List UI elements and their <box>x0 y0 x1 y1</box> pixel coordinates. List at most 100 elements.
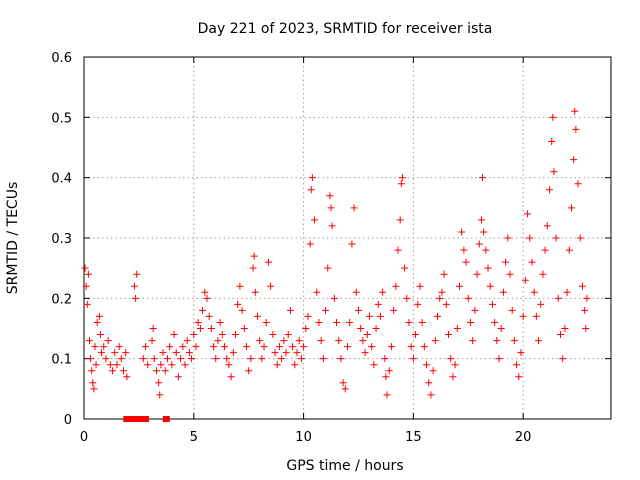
data-point <box>203 294 211 302</box>
data-point <box>330 294 338 302</box>
y-tick-label: 0.5 <box>51 111 72 126</box>
data-point <box>394 246 402 254</box>
data-point <box>361 349 369 357</box>
data-point <box>348 240 356 248</box>
data-point <box>155 379 163 387</box>
data-point <box>144 361 152 369</box>
data-point <box>526 234 534 242</box>
y-tick-label: 0.4 <box>51 172 72 187</box>
data-point <box>102 355 110 363</box>
data-point <box>561 325 569 332</box>
data-point <box>344 343 351 351</box>
data-point <box>306 240 314 248</box>
data-point <box>247 355 255 363</box>
data-point <box>387 343 395 351</box>
data-point <box>570 156 578 164</box>
data-point <box>357 325 365 332</box>
data-point <box>291 361 299 369</box>
data-point <box>449 373 457 381</box>
data-point <box>495 355 503 363</box>
data-point <box>250 252 258 260</box>
data-point <box>479 174 487 182</box>
data-point <box>346 318 354 326</box>
data-point <box>161 367 169 375</box>
data-point <box>407 343 415 351</box>
data-point <box>313 288 321 296</box>
data-point <box>82 282 90 290</box>
data-point <box>583 294 591 302</box>
data-point <box>339 379 347 387</box>
data-point <box>502 258 510 266</box>
data-point <box>445 331 453 339</box>
data-point <box>442 300 450 308</box>
data-point <box>440 270 448 278</box>
zero-data-point <box>126 416 134 422</box>
data-point <box>166 343 174 351</box>
data-point <box>273 361 281 369</box>
data-point <box>322 306 330 314</box>
data-point <box>98 349 106 357</box>
data-point <box>359 337 367 345</box>
y-tick-label: 0.6 <box>51 51 72 66</box>
data-point <box>398 174 406 182</box>
data-point <box>89 379 97 387</box>
data-point <box>262 318 270 326</box>
data-point <box>264 258 272 266</box>
data-point <box>396 216 404 224</box>
data-point <box>225 361 233 369</box>
data-point <box>477 216 485 224</box>
data-point <box>256 337 264 345</box>
data-point <box>150 355 158 363</box>
data-point <box>106 361 114 369</box>
data-point <box>133 270 141 278</box>
data-point <box>295 337 303 345</box>
y-tick-label: 0.1 <box>51 353 72 368</box>
data-point <box>563 288 571 296</box>
data-point <box>508 306 516 314</box>
data-point <box>245 367 253 375</box>
data-point <box>451 361 459 369</box>
data-point <box>552 234 560 242</box>
data-point <box>482 246 490 254</box>
data-point <box>185 349 193 357</box>
data-point <box>172 349 180 357</box>
data-point <box>414 300 422 308</box>
x-tick-label: 15 <box>405 430 422 445</box>
data-point <box>458 228 466 236</box>
data-point <box>363 331 371 339</box>
data-point <box>403 294 411 302</box>
data-point <box>327 204 335 212</box>
x-tick-label: 0 <box>80 430 88 445</box>
data-point <box>278 355 286 363</box>
data-point <box>315 318 323 326</box>
data-point <box>447 355 455 363</box>
plot-frame <box>83 56 612 420</box>
data-point <box>205 312 213 320</box>
data-point <box>409 355 417 363</box>
data-point <box>109 367 117 375</box>
data-point <box>192 343 200 351</box>
axis-ticks: 0 0.1 0.2 0.3 0.4 0.5 0.6 0 5 10 15 20 <box>51 51 611 445</box>
data-point <box>383 391 391 399</box>
data-point <box>582 325 590 332</box>
data-point <box>453 325 461 332</box>
data-point <box>574 180 582 188</box>
data-point <box>240 325 248 332</box>
data-point <box>177 355 185 363</box>
data-point <box>374 300 382 308</box>
data-point <box>168 361 176 369</box>
data-point <box>284 331 292 339</box>
data-point <box>249 264 257 272</box>
data-point <box>354 306 362 314</box>
data-point <box>412 331 420 339</box>
data-point <box>548 137 556 145</box>
data-point <box>379 288 387 296</box>
data-point <box>578 282 586 290</box>
data-point <box>576 234 584 242</box>
data-point <box>381 355 389 363</box>
data-point <box>554 294 562 302</box>
data-point <box>253 312 261 320</box>
data-point <box>455 282 463 290</box>
data-point <box>194 318 202 326</box>
data-point <box>236 282 244 290</box>
